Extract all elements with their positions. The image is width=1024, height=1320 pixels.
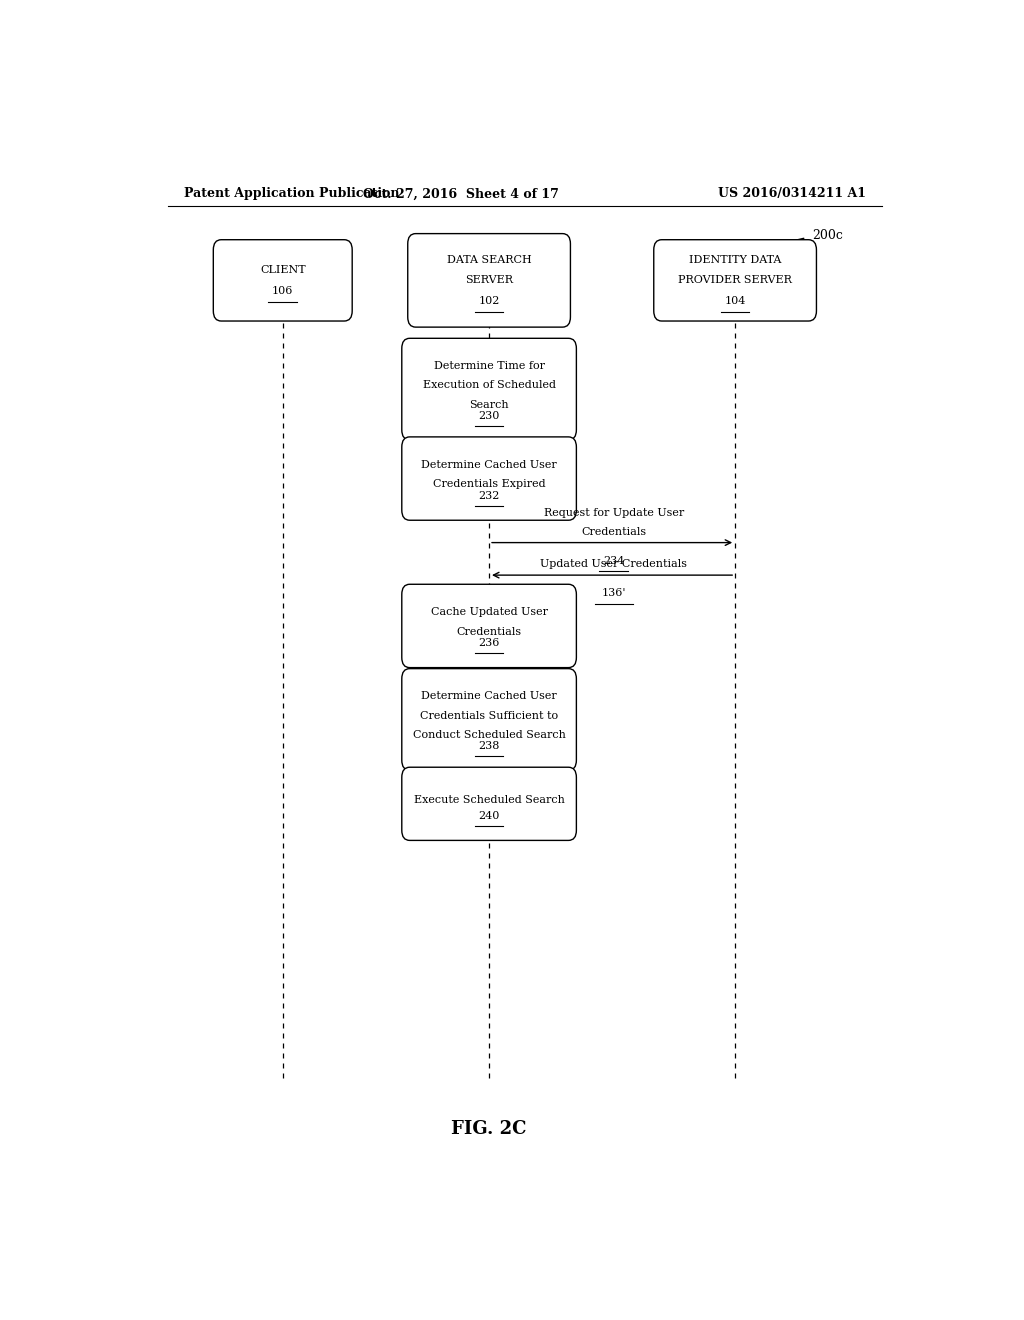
Text: 104: 104 <box>724 296 745 306</box>
FancyBboxPatch shape <box>401 669 577 771</box>
FancyBboxPatch shape <box>408 234 570 327</box>
Text: SERVER: SERVER <box>465 276 513 285</box>
FancyBboxPatch shape <box>401 585 577 668</box>
Text: DATA SEARCH: DATA SEARCH <box>446 255 531 265</box>
FancyBboxPatch shape <box>213 240 352 321</box>
Text: Search: Search <box>469 400 509 409</box>
FancyBboxPatch shape <box>653 240 816 321</box>
Text: FIG. 2C: FIG. 2C <box>452 1121 526 1138</box>
Text: Cache Updated User: Cache Updated User <box>430 607 548 618</box>
Text: 200c: 200c <box>812 230 843 242</box>
Text: 234: 234 <box>603 556 625 566</box>
Text: Credentials: Credentials <box>582 527 646 536</box>
Text: Updated User Credentials: Updated User Credentials <box>541 560 687 569</box>
Text: PROVIDER SERVER: PROVIDER SERVER <box>678 276 792 285</box>
Text: 238: 238 <box>478 741 500 751</box>
Text: Oct. 27, 2016  Sheet 4 of 17: Oct. 27, 2016 Sheet 4 of 17 <box>364 187 559 201</box>
Text: 236: 236 <box>478 639 500 648</box>
Text: Request for Update User: Request for Update User <box>544 508 684 519</box>
Text: US 2016/0314211 A1: US 2016/0314211 A1 <box>718 187 866 201</box>
Text: Patent Application Publication: Patent Application Publication <box>183 187 399 201</box>
Text: Execution of Scheduled: Execution of Scheduled <box>423 380 556 391</box>
Text: 232: 232 <box>478 491 500 500</box>
FancyBboxPatch shape <box>401 437 577 520</box>
Text: Credentials: Credentials <box>457 627 521 636</box>
Text: IDENTITY DATA: IDENTITY DATA <box>689 255 781 265</box>
Text: Execute Scheduled Search: Execute Scheduled Search <box>414 795 564 805</box>
FancyBboxPatch shape <box>401 338 577 440</box>
Text: CLIENT: CLIENT <box>260 265 305 275</box>
Text: 240: 240 <box>478 810 500 821</box>
Text: Credentials Expired: Credentials Expired <box>433 479 546 490</box>
Text: Credentials Sufficient to: Credentials Sufficient to <box>420 710 558 721</box>
Text: 136': 136' <box>601 589 626 598</box>
FancyBboxPatch shape <box>401 767 577 841</box>
Text: Conduct Scheduled Search: Conduct Scheduled Search <box>413 730 565 741</box>
Text: Determine Cached User: Determine Cached User <box>421 692 557 701</box>
Text: 230: 230 <box>478 411 500 421</box>
Text: Determine Time for: Determine Time for <box>433 360 545 371</box>
Text: Determine Cached User: Determine Cached User <box>421 461 557 470</box>
Text: 106: 106 <box>272 285 294 296</box>
Text: 102: 102 <box>478 296 500 306</box>
